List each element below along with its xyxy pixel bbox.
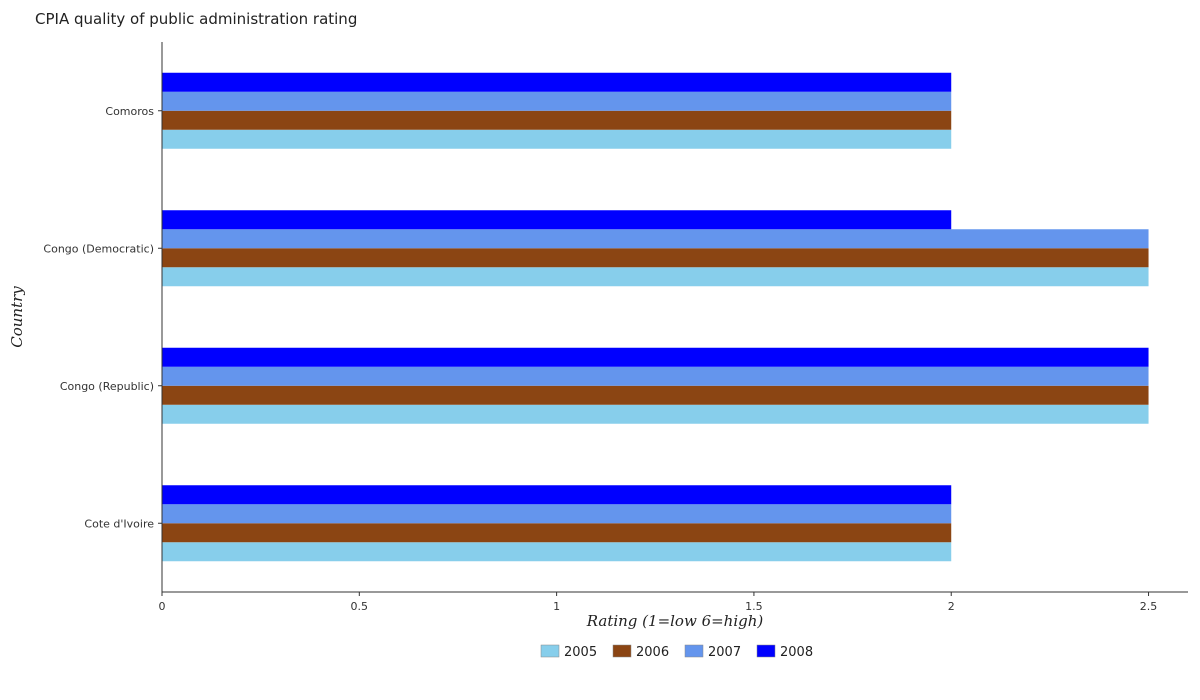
bar-2006-0 — [162, 110, 952, 130]
bar-2007-3 — [162, 504, 952, 524]
y-tick-label: Cote d'Ivoire — [84, 517, 154, 530]
x-tick-label: 1 — [553, 600, 560, 613]
bar-2005-1 — [162, 267, 1149, 287]
bar-2007-1 — [162, 229, 1149, 249]
bar-2005-2 — [162, 404, 1149, 424]
bar-2006-2 — [162, 385, 1149, 405]
legend-swatch — [756, 644, 776, 658]
bar-2007-2 — [162, 366, 1149, 386]
legend-swatch — [612, 644, 632, 658]
legend-swatch — [684, 644, 704, 658]
bar-2008-0 — [162, 72, 952, 92]
x-tick-label: 2.5 — [1140, 600, 1158, 613]
y-tick-label: Congo (Republic) — [60, 380, 154, 393]
bar-2008-1 — [162, 210, 952, 230]
legend-item-2008: 2008 — [756, 644, 813, 660]
y-tick-label: Comoros — [105, 105, 154, 118]
x-tick-label: 0 — [159, 600, 166, 613]
legend-label: 2005 — [564, 645, 597, 660]
bar-2005-3 — [162, 542, 952, 562]
legend-label: 2008 — [780, 645, 813, 660]
legend-label: 2006 — [636, 645, 669, 660]
legend-item-2005: 2005 — [540, 644, 597, 660]
y-axis-label: Country — [8, 286, 26, 348]
bar-2005-0 — [162, 129, 952, 149]
legend-swatch — [540, 644, 560, 658]
legend-item-2006: 2006 — [612, 644, 669, 660]
y-tick-label: Congo (Democratic) — [43, 242, 154, 255]
x-tick-label: 2 — [948, 600, 955, 613]
x-tick-label: 0.5 — [351, 600, 369, 613]
legend-item-2007: 2007 — [684, 644, 741, 660]
bar-2008-3 — [162, 485, 952, 505]
x-axis: 0 0.5 1 1.5 2 2.5 — [159, 591, 1188, 613]
chart-title: CPIA quality of public administration ra… — [35, 10, 357, 28]
legend-label: 2007 — [708, 645, 741, 660]
legend: 2005 2006 2007 2008 — [540, 644, 813, 660]
x-tick-label: 1.5 — [745, 600, 763, 613]
bar-2007-0 — [162, 91, 952, 111]
x-axis-label: Rating (1=low 6=high) — [586, 612, 764, 630]
bar-2006-1 — [162, 248, 1149, 268]
y-axis: Comoros Congo (Democratic) Congo (Republic… — [43, 42, 163, 592]
plot-area — [162, 72, 1149, 562]
bar-2008-2 — [162, 347, 1149, 367]
bar-2006-3 — [162, 523, 952, 543]
